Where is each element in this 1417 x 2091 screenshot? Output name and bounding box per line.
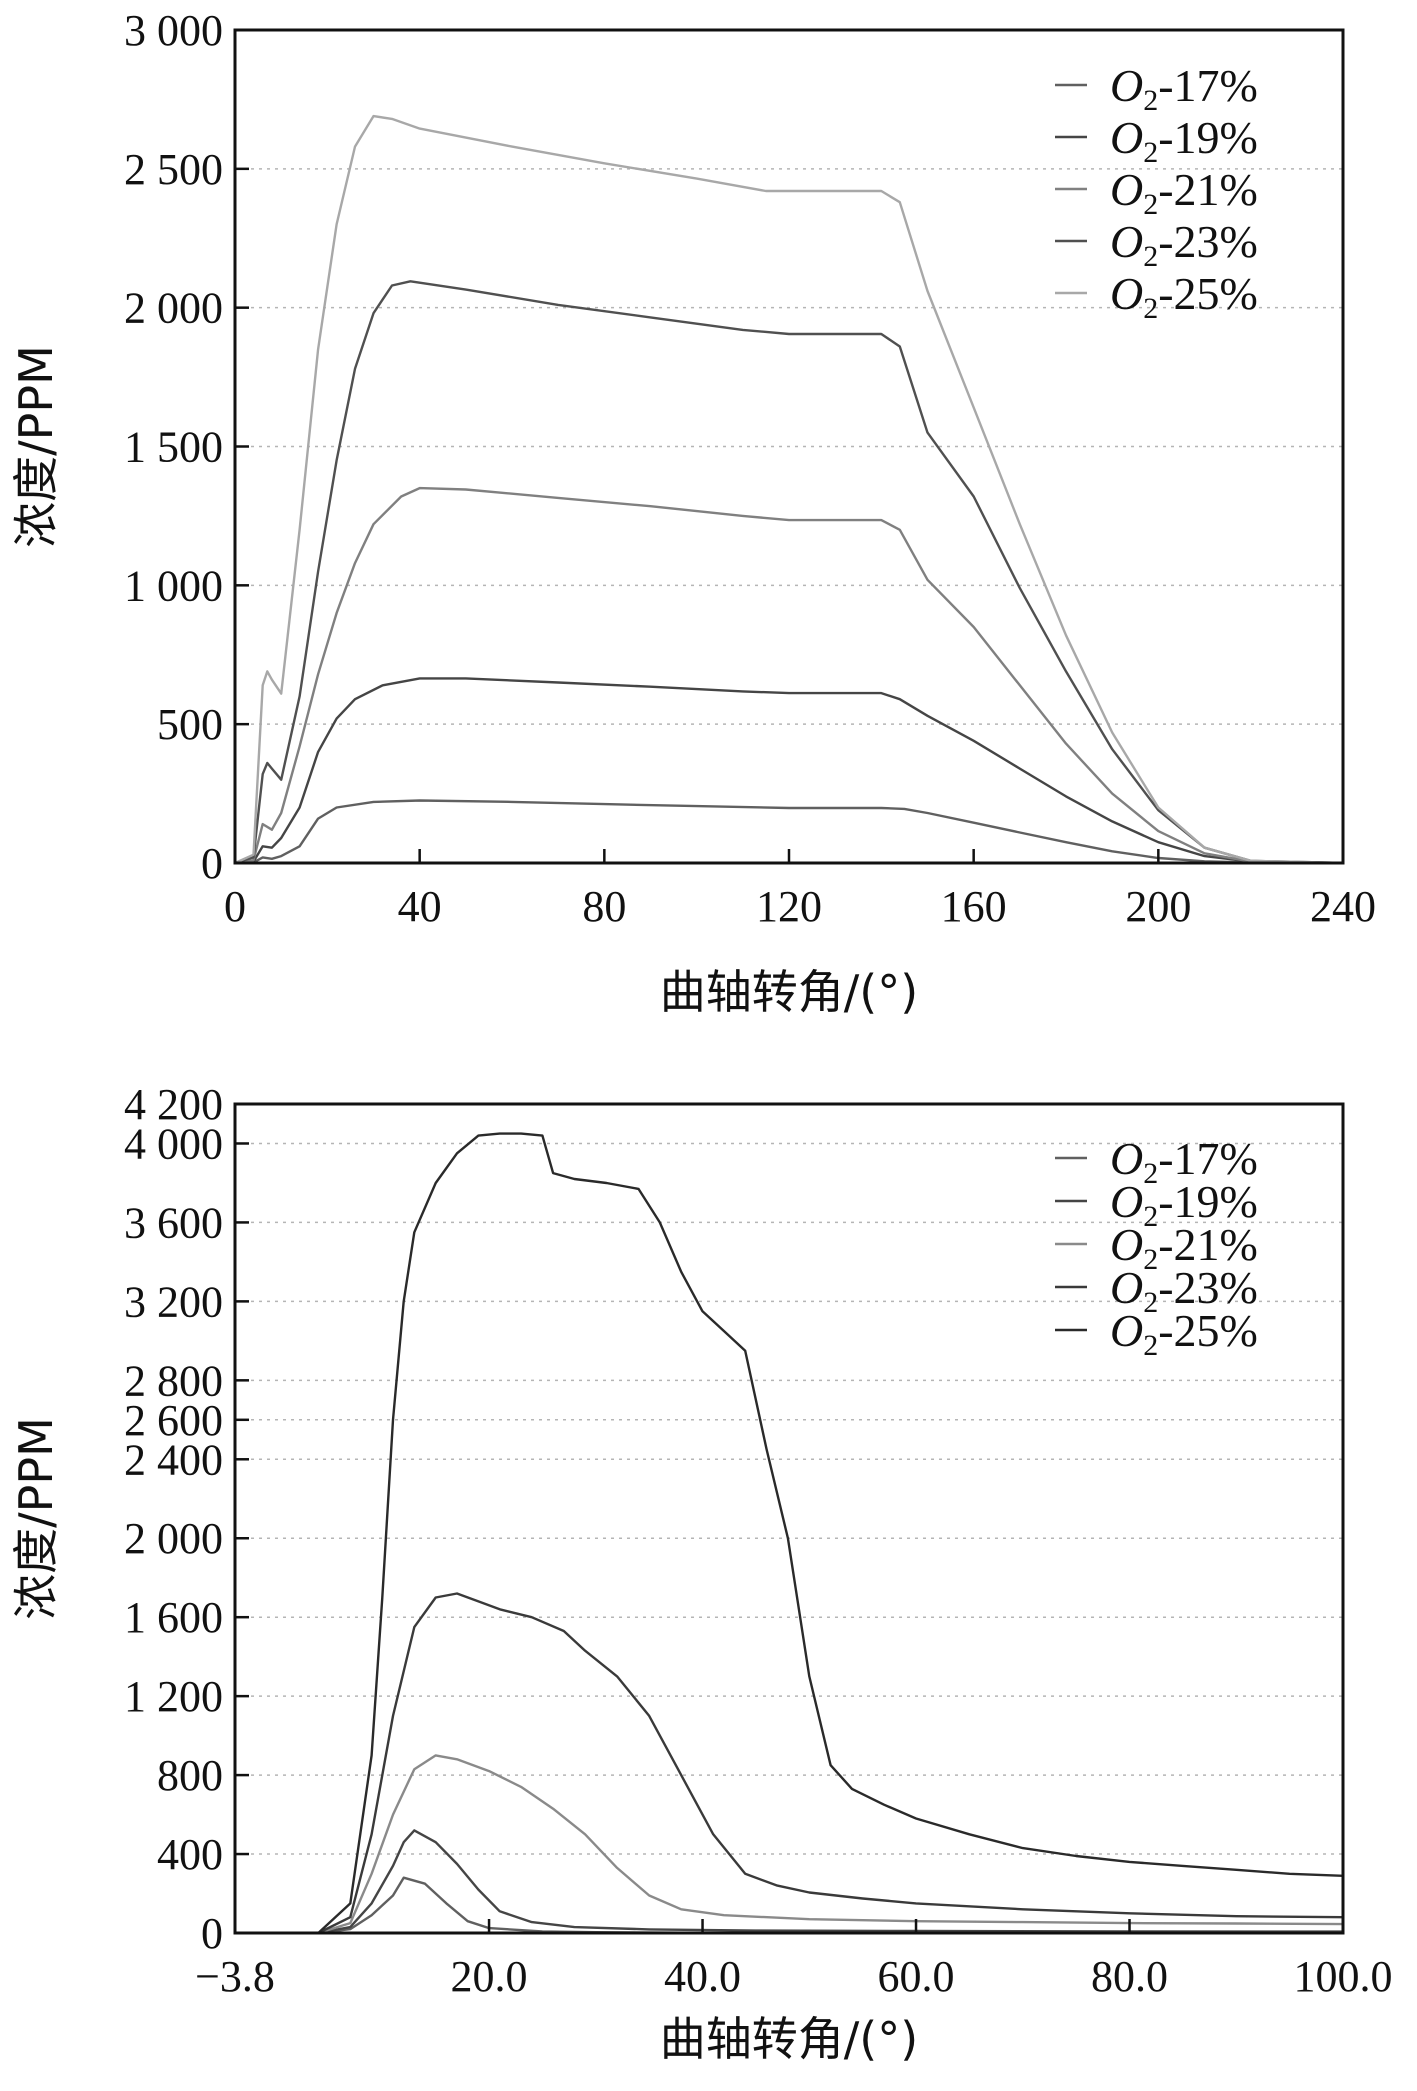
series-line-o2-25pct xyxy=(233,1132,1345,1935)
x-tick-label: 20.0 xyxy=(451,1952,528,2001)
x-tick-label: 120 xyxy=(756,882,822,931)
x-tick-label: 40.0 xyxy=(664,1952,741,2001)
x-tick-label: 80 xyxy=(582,882,626,931)
y-tick-label: 4 000 xyxy=(124,1119,223,1168)
plot-frame xyxy=(233,1102,1345,1935)
x-tick-label: 200 xyxy=(1125,882,1191,931)
x-tick-label: 160 xyxy=(941,882,1007,931)
y-tick-label: 500 xyxy=(157,700,223,749)
legend-label: O2-19% xyxy=(1110,112,1258,169)
series-line-o2-21pct xyxy=(233,1754,1345,1935)
series-line-o2-25pct xyxy=(233,114,1345,865)
y-tick-label: 0 xyxy=(201,1909,223,1958)
y-tick-label: 2 800 xyxy=(124,1356,223,1405)
x-tick-label: 80.0 xyxy=(1091,1952,1168,2001)
legend-label: O2-17% xyxy=(1110,1133,1258,1190)
legend-label: O2-17% xyxy=(1110,60,1258,117)
series-line-o2-21pct xyxy=(233,486,1345,865)
x-tick-label: 60.0 xyxy=(878,1952,955,2001)
series-line-o2-23pct xyxy=(233,1592,1345,1935)
y-axis-title: 浓度/PPM xyxy=(9,345,63,548)
y-tick-label: 3 600 xyxy=(124,1198,223,1247)
y-tick-label: 2 000 xyxy=(124,1514,223,1563)
y-tick-label: 1 000 xyxy=(124,561,223,610)
legend: O2-17%O2-19%O2-21%O2-23%O2-25% xyxy=(1055,1133,1258,1362)
y-tick-label: 2 500 xyxy=(124,145,223,194)
x-axis-title: 曲轴转角/(°) xyxy=(660,2012,918,2066)
series-line-o2-23pct xyxy=(233,280,1345,865)
y-tick-label: 2 600 xyxy=(124,1396,223,1445)
legend-label: O2-21% xyxy=(1110,1219,1258,1276)
x-tick-label: 40 xyxy=(398,882,442,931)
y-tick-label: 400 xyxy=(157,1830,223,1879)
y-tick-label: 4 200 xyxy=(124,1080,223,1129)
y-tick-label: 1 200 xyxy=(124,1672,223,1721)
legend: O2-17%O2-19%O2-21%O2-23%O2-25% xyxy=(1055,60,1258,325)
y-tick-label: 1 600 xyxy=(124,1593,223,1642)
legend-label: O2-25% xyxy=(1110,1305,1258,1362)
y-axis-title: 浓度/PPM xyxy=(9,1417,63,1620)
y-tick-label: 1 500 xyxy=(124,423,223,472)
y-tick-label: 800 xyxy=(157,1751,223,1800)
y-tick-label: 3 000 xyxy=(124,6,223,55)
y-tick-label: 2 000 xyxy=(124,284,223,333)
y-tick-label: 3 200 xyxy=(124,1277,223,1326)
x-tick-label: 100.0 xyxy=(1294,1952,1393,2001)
legend-label: O2-25% xyxy=(1110,268,1258,325)
series-line-o2-19pct xyxy=(233,1829,1345,1935)
x-axis-title: 曲轴转角/(°) xyxy=(660,965,918,1019)
legend-label: O2-19% xyxy=(1110,1176,1258,1233)
legend-label: O2-21% xyxy=(1110,164,1258,221)
legend-label: O2-23% xyxy=(1110,1262,1258,1319)
series-line-o2-19pct xyxy=(233,677,1345,865)
y-tick-label: 0 xyxy=(201,839,223,888)
chart-1: 0 500 1 000 1 500 2 000 2 500 3 000 0 40 80 120 160… xyxy=(9,6,1376,1019)
x-tick-label: 0 xyxy=(224,882,246,931)
y-tick-label: 2 400 xyxy=(124,1435,223,1484)
series-line-o2-17pct xyxy=(233,1876,1345,1935)
x-tick-label: −3.8 xyxy=(195,1952,275,2001)
x-tick-label: 240 xyxy=(1310,882,1376,931)
legend-label: O2-23% xyxy=(1110,216,1258,273)
series-line-o2-17pct xyxy=(233,799,1345,865)
